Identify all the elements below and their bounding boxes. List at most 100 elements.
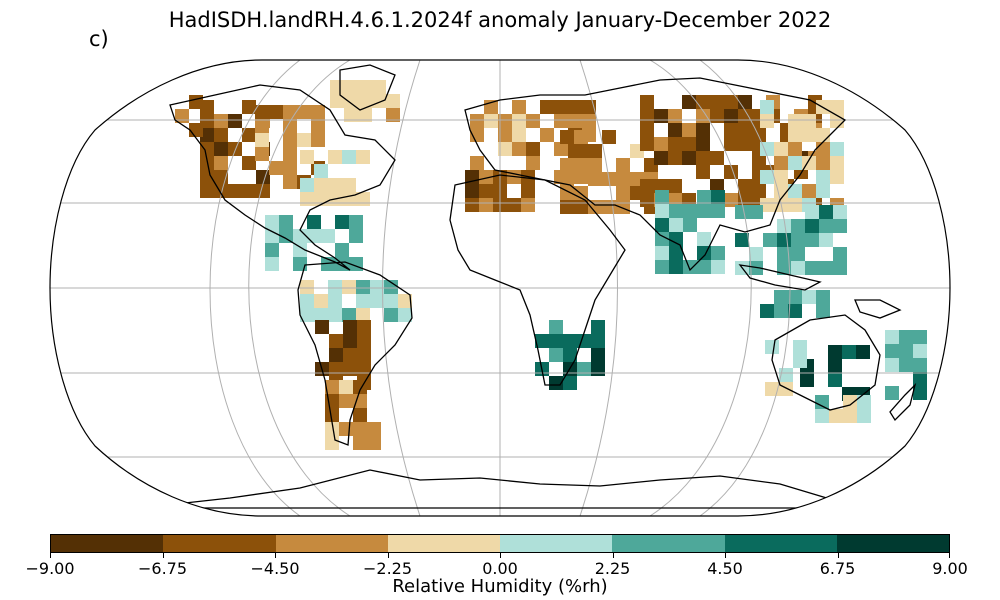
anomaly-cell bbox=[616, 200, 630, 214]
colorbar-tick bbox=[50, 553, 51, 558]
anomaly-cell bbox=[357, 362, 371, 376]
anomaly-cell bbox=[343, 362, 357, 376]
anomaly-cell bbox=[779, 368, 793, 382]
anomaly-cell bbox=[325, 436, 339, 450]
anomaly-cell bbox=[325, 408, 339, 422]
anomaly-cell bbox=[669, 204, 683, 218]
anomaly-cell bbox=[774, 290, 788, 304]
anomaly-cell bbox=[255, 147, 269, 161]
anomaly-cell bbox=[498, 128, 512, 142]
anomaly-cell bbox=[760, 142, 774, 156]
anomaly-cell bbox=[668, 179, 682, 193]
anomaly-cell bbox=[913, 372, 927, 386]
anomaly-cell bbox=[816, 142, 830, 156]
anomaly-cell bbox=[760, 304, 774, 318]
anomaly-cell bbox=[749, 247, 763, 261]
anomaly-cell bbox=[724, 109, 738, 123]
anomaly-cell bbox=[549, 376, 563, 390]
anomaly-cells bbox=[175, 80, 927, 450]
anomaly-cell bbox=[788, 184, 802, 198]
anomaly-cell bbox=[242, 156, 256, 170]
anomaly-cell bbox=[307, 215, 321, 229]
anomaly-cell bbox=[843, 409, 857, 423]
anomaly-cell bbox=[358, 108, 372, 122]
anomaly-cell bbox=[342, 150, 356, 164]
anomaly-cell bbox=[655, 232, 669, 246]
anomaly-cell bbox=[802, 128, 816, 142]
anomaly-cell bbox=[314, 308, 328, 322]
anomaly-cell bbox=[283, 147, 297, 161]
anomaly-cell bbox=[367, 436, 381, 450]
anomaly-cell bbox=[857, 409, 871, 423]
anomaly-cell bbox=[654, 179, 668, 193]
anomaly-cell bbox=[321, 229, 335, 243]
anomaly-cell bbox=[300, 280, 314, 294]
colorbar-segment bbox=[387, 535, 500, 552]
anomaly-cell bbox=[526, 156, 540, 170]
anomaly-cell bbox=[358, 94, 372, 108]
anomaly-cell bbox=[367, 422, 381, 436]
anomaly-cell bbox=[899, 330, 913, 344]
anomaly-cell bbox=[885, 344, 899, 358]
anomaly-cell bbox=[738, 123, 752, 137]
anomaly-cell bbox=[816, 184, 830, 198]
anomaly-cell bbox=[300, 308, 314, 322]
anomaly-cell bbox=[816, 170, 830, 184]
anomaly-cell bbox=[800, 373, 814, 387]
anomaly-cell bbox=[540, 128, 554, 142]
anomaly-cell bbox=[779, 382, 793, 396]
anomaly-cell bbox=[297, 133, 311, 147]
anomaly-cell bbox=[760, 100, 774, 114]
anomaly-cell bbox=[356, 308, 370, 322]
anomaly-cell bbox=[330, 80, 344, 94]
anomaly-cell bbox=[710, 151, 724, 165]
anomaly-cell bbox=[816, 304, 830, 318]
anomaly-cell bbox=[297, 105, 311, 119]
anomaly-cell bbox=[554, 114, 568, 128]
anomaly-cell bbox=[300, 294, 314, 308]
anomaly-cell bbox=[697, 232, 711, 246]
anomaly-cell bbox=[255, 133, 269, 147]
anomaly-cell bbox=[328, 150, 342, 164]
anomaly-cell bbox=[655, 204, 669, 218]
anomaly-cell bbox=[774, 184, 788, 198]
anomaly-cell bbox=[200, 170, 214, 184]
anomaly-cell bbox=[283, 175, 297, 189]
anomaly-cell bbox=[833, 247, 847, 261]
anomaly-cell bbox=[311, 133, 325, 147]
anomaly-cell bbox=[711, 246, 725, 260]
anomaly-cell bbox=[484, 114, 498, 128]
anomaly-cell bbox=[842, 345, 856, 359]
anomaly-cell bbox=[479, 184, 493, 198]
anomaly-cell bbox=[283, 133, 297, 147]
anomaly-cell bbox=[549, 348, 563, 362]
chart-title: HadISDH.landRH.4.6.1.2024f anomaly Janua… bbox=[168, 8, 832, 32]
anomaly-cell bbox=[269, 105, 283, 119]
anomaly-cell bbox=[640, 193, 654, 207]
anomaly-cell bbox=[724, 137, 738, 151]
colorbar-tick-label: −4.50 bbox=[250, 559, 300, 578]
colorbar-tick-label: −6.75 bbox=[137, 559, 188, 578]
anomaly-cell bbox=[256, 184, 270, 198]
anomaly-cell bbox=[307, 229, 321, 243]
anomaly-cell bbox=[200, 184, 214, 198]
anomaly-cell bbox=[507, 198, 521, 212]
anomaly-cell bbox=[696, 165, 710, 179]
anomaly-cell bbox=[669, 260, 683, 274]
anomaly-cell bbox=[640, 179, 654, 193]
colorbar-segment bbox=[163, 535, 276, 552]
colorbar-tick-label: 2.25 bbox=[594, 559, 631, 578]
anomaly-cell bbox=[465, 184, 479, 198]
anomaly-cell bbox=[314, 164, 328, 178]
anomaly-cell bbox=[591, 362, 605, 376]
anomaly-cell bbox=[791, 261, 805, 275]
colorbar-tick bbox=[612, 553, 614, 558]
anomaly-cell bbox=[279, 229, 293, 243]
anomaly-cell bbox=[640, 95, 654, 109]
anomaly-cell bbox=[549, 334, 563, 348]
anomaly-cell bbox=[386, 108, 400, 122]
anomaly-cell bbox=[830, 100, 844, 114]
anomaly-cell bbox=[344, 94, 358, 108]
anomaly-cell bbox=[479, 170, 493, 184]
anomaly-cell bbox=[325, 422, 339, 436]
